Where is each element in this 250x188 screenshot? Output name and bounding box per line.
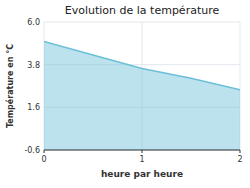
y-axis-label: Température en °C <box>5 44 15 128</box>
x-axis-label: heure par heure <box>101 169 183 179</box>
line <box>44 41 240 89</box>
x-tick <box>240 150 241 153</box>
x-tick-label: 1 <box>139 155 144 164</box>
x-tick-label: 2 <box>237 155 242 164</box>
grid <box>44 22 240 150</box>
series <box>44 41 240 150</box>
plot-area <box>44 22 240 150</box>
area <box>44 41 240 150</box>
y-tick-label: 6.0 <box>27 18 40 27</box>
x-tick <box>44 150 45 153</box>
title: Evolution de la température <box>65 4 220 17</box>
chart: 0 1 2 -0.6 1.6 3.8 6.0 Evolution de la températ… <box>0 0 250 188</box>
x-tick <box>142 150 143 153</box>
x-tick-label: 0 <box>41 155 46 164</box>
y-tick-label: -0.6 <box>24 146 40 155</box>
y-tick-label: 1.6 <box>27 103 40 112</box>
y-tick-label: 3.8 <box>27 61 40 70</box>
